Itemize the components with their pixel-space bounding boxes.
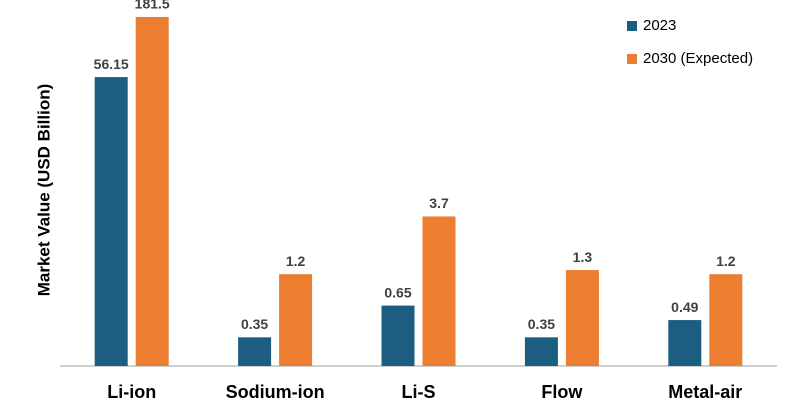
bar (524, 337, 558, 366)
value-label: 56.15 (94, 56, 129, 72)
bar (565, 270, 599, 366)
bar (238, 337, 272, 366)
y-axis-label: Market Value (USD Billion) (34, 84, 53, 297)
bar (381, 305, 415, 366)
value-label: 0.65 (384, 284, 411, 300)
value-label: 1.2 (716, 253, 736, 269)
x-tick-label: Sodium-ion (226, 382, 325, 402)
bar (668, 320, 702, 366)
bar (709, 274, 743, 366)
value-label: 0.35 (241, 316, 268, 332)
legend-swatch (627, 54, 637, 64)
bar (279, 274, 313, 366)
value-label: 0.35 (528, 316, 555, 332)
bar (422, 216, 456, 366)
legend-label: 2030 (Expected) (643, 50, 753, 67)
value-label: 1.3 (573, 249, 593, 265)
legend-swatch (627, 21, 637, 31)
bar (135, 16, 169, 367)
value-label: 0.49 (671, 299, 698, 315)
value-label: 3.7 (429, 195, 449, 211)
x-tick-label: Li-S (402, 382, 436, 402)
value-label: 1.2 (286, 253, 306, 269)
value-label: 181.5 (135, 0, 170, 12)
legend-label: 2023 (643, 17, 676, 34)
x-tick-label: Metal-air (668, 382, 742, 402)
bar (94, 77, 128, 366)
x-tick-label: Li-ion (107, 382, 156, 402)
x-tick-label: Flow (541, 382, 583, 402)
